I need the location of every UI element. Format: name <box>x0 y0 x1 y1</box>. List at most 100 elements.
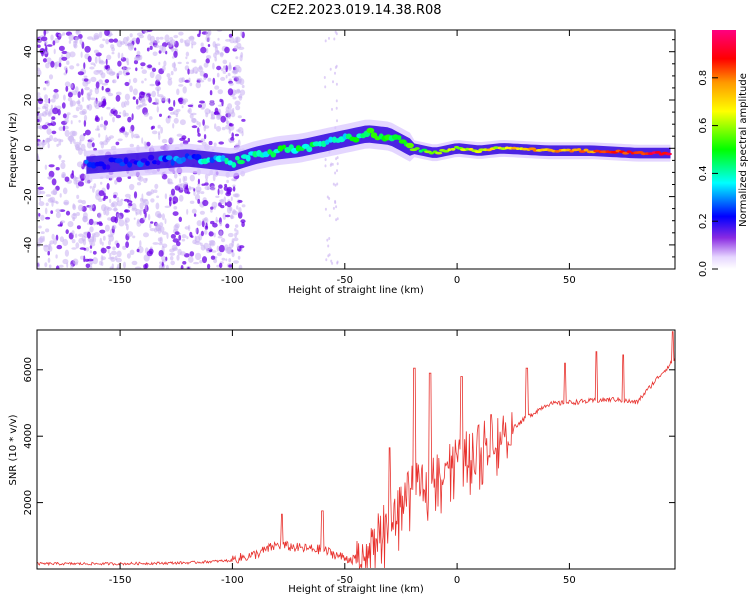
noise-dot <box>123 198 130 202</box>
noise-dot <box>230 196 233 201</box>
noise-dot <box>105 58 108 66</box>
noise-dot <box>50 98 56 103</box>
noise-dot <box>180 264 184 269</box>
noise-dot <box>177 61 182 65</box>
noise-dot <box>326 195 329 199</box>
noise-dot <box>222 59 228 65</box>
noise-dot <box>143 264 148 269</box>
noise-dot <box>115 141 120 146</box>
noise-dot <box>80 255 84 260</box>
noise-dot <box>208 140 213 146</box>
noise-dot <box>335 218 338 222</box>
noise-dot <box>198 65 203 70</box>
noise-dot <box>158 133 161 140</box>
noise-dot <box>77 181 84 187</box>
noise-dot <box>79 104 83 111</box>
noise-dot <box>115 257 122 263</box>
noise-dot <box>334 183 337 187</box>
noise-dot <box>170 234 176 239</box>
noise-dot <box>159 113 162 118</box>
noise-dot <box>104 30 110 36</box>
noise-dot <box>49 196 56 203</box>
noise-dot <box>55 265 60 269</box>
noise-dot <box>92 235 95 243</box>
noise-dot <box>225 124 231 130</box>
noise-dot <box>128 205 130 209</box>
noise-dot <box>161 261 164 267</box>
noise-dot <box>222 70 227 75</box>
noise-dot <box>186 61 189 65</box>
noise-dot <box>161 243 168 249</box>
noise-dot <box>99 237 103 245</box>
noise-dot <box>178 194 184 202</box>
noise-dot <box>182 99 187 105</box>
noise-dot <box>198 104 202 108</box>
noise-dot <box>239 54 243 62</box>
noise-dot <box>172 211 179 217</box>
spectrogram-frame <box>36 29 676 270</box>
noise-dot <box>180 251 186 256</box>
noise-dot <box>101 241 104 246</box>
noise-dot <box>47 250 50 256</box>
noise-dot <box>212 62 215 70</box>
noise-dot <box>191 43 194 49</box>
noise-dot <box>205 222 208 229</box>
snr-frame <box>36 329 676 570</box>
noise-dot <box>124 112 129 117</box>
noise-dot <box>63 199 70 206</box>
noise-dot <box>140 66 144 70</box>
noise-dot <box>46 57 52 64</box>
noise-dot <box>189 82 193 87</box>
noise-dot <box>102 197 106 201</box>
noise-dot <box>335 106 338 110</box>
ridge-blob <box>237 159 245 165</box>
noise-dot <box>45 62 50 69</box>
noise-dot <box>94 56 98 64</box>
noise-dot <box>240 219 246 224</box>
noise-dot <box>241 221 245 228</box>
noise-dot <box>328 237 331 240</box>
noise-dot <box>122 36 128 45</box>
noise-dot <box>220 68 224 72</box>
noise-dot <box>329 67 332 71</box>
noise-dot <box>62 113 67 119</box>
noise-dot <box>92 257 98 265</box>
noise-dot <box>62 187 68 195</box>
spectrogram-ridge <box>84 119 672 180</box>
noise-dot <box>334 171 337 175</box>
noise-dot <box>37 92 41 96</box>
noise-dot <box>218 244 225 253</box>
noise-dot <box>86 141 93 149</box>
noise-dot <box>227 103 233 110</box>
noise-dot <box>330 259 333 263</box>
spectrogram-ylabel: Frequency (Hz) <box>8 112 19 188</box>
noise-dot <box>61 102 66 109</box>
noise-dot <box>111 224 117 230</box>
noise-dot <box>146 141 151 147</box>
noise-dot <box>335 157 338 161</box>
noise-dot <box>115 91 122 96</box>
noise-dot <box>213 232 216 238</box>
noise-dot <box>69 51 76 58</box>
spectrogram-xlabel: Height of straight line (km) <box>288 285 424 296</box>
noise-dot <box>175 113 179 118</box>
y-tick-label: -20 <box>23 188 34 204</box>
noise-dot <box>69 65 75 70</box>
noise-dot <box>238 207 242 214</box>
noise-dot <box>100 181 103 185</box>
noise-dot <box>126 100 130 106</box>
noise-dot <box>129 183 135 191</box>
noise-dot <box>98 190 105 197</box>
noise-dot <box>104 65 109 70</box>
noise-dot <box>129 128 132 134</box>
noise-dot <box>200 230 204 237</box>
noise-dot <box>211 201 218 208</box>
noise-dot <box>173 99 176 107</box>
noise-dot <box>237 46 245 50</box>
noise-dot <box>136 50 141 56</box>
x-tick-label: -100 <box>221 275 244 286</box>
noise-dot <box>134 56 140 61</box>
noise-dot <box>199 260 203 264</box>
noise-dot <box>60 220 66 224</box>
noise-dot <box>325 258 328 262</box>
